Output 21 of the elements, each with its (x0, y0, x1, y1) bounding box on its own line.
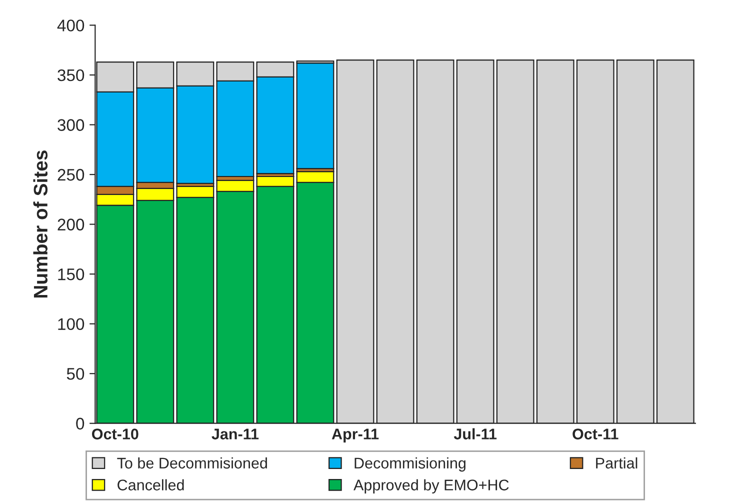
y-tick-label: 100 (58, 318, 84, 330)
y-tick-label: 300 (58, 119, 84, 131)
y-tick-label: 150 (58, 268, 84, 280)
bar (296, 62, 334, 170)
x-tick-label: Apr-11 (332, 428, 379, 442)
legend-label: Decommisioning (354, 457, 466, 472)
y-tick-label: 0 (76, 418, 84, 430)
y-tick-label: 200 (58, 218, 84, 230)
y-tick-label: 400 (57, 20, 84, 32)
y-tick-label: 50 (66, 368, 84, 380)
legend-label: Cancelled (118, 479, 184, 490)
x-tick-label: Jul-11 (454, 428, 497, 440)
legend-label: Partial (596, 457, 638, 469)
x-tick-label: Oct-10 (92, 428, 138, 440)
legend-label: Approved by EMO+HC (354, 479, 509, 494)
y-tick-label: 250 (58, 168, 84, 181)
legend-label: To be Decommisioned (117, 457, 267, 469)
y-tick-label: 350 (58, 69, 84, 82)
x-tick-label: Jan-11 (212, 428, 259, 440)
x-tick-label: Oct-11 (572, 428, 618, 440)
y-axis-title: Number of Sites (33, 150, 48, 298)
